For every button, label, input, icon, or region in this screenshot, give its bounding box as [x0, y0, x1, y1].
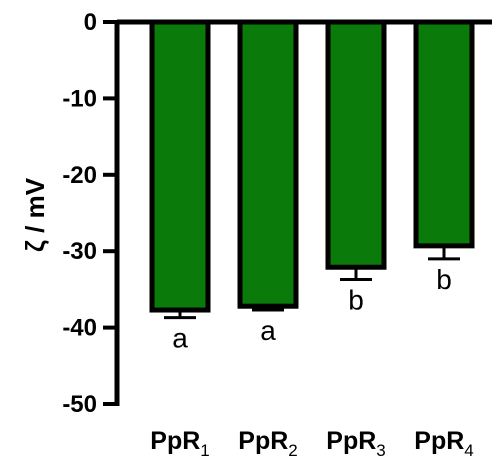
y-tick-label-5: -50: [62, 391, 97, 418]
y-axis-title: ζ / mV: [20, 177, 50, 252]
bar-1: [149, 19, 211, 313]
category-label-3: PpR3: [326, 427, 385, 459]
significance-label-3: b: [348, 284, 364, 315]
y-tick-label-3: -30: [62, 238, 97, 265]
category-label-2: PpR2: [238, 427, 297, 459]
significance-label-1: a: [172, 323, 188, 354]
y-tick-label-0: 0: [84, 9, 97, 36]
bar-2: [237, 19, 299, 309]
category-label-1: PpR1: [150, 427, 209, 459]
y-tick-label-1: -10: [62, 85, 97, 112]
y-tick-label-2: -20: [62, 162, 97, 189]
bar-3: [325, 19, 387, 270]
significance-label-2: a: [260, 315, 276, 346]
category-label-4: PpR4: [414, 427, 473, 459]
significance-label-4: b: [436, 264, 452, 295]
bar-4: [413, 19, 475, 249]
y-tick-label-4: -40: [62, 315, 97, 342]
